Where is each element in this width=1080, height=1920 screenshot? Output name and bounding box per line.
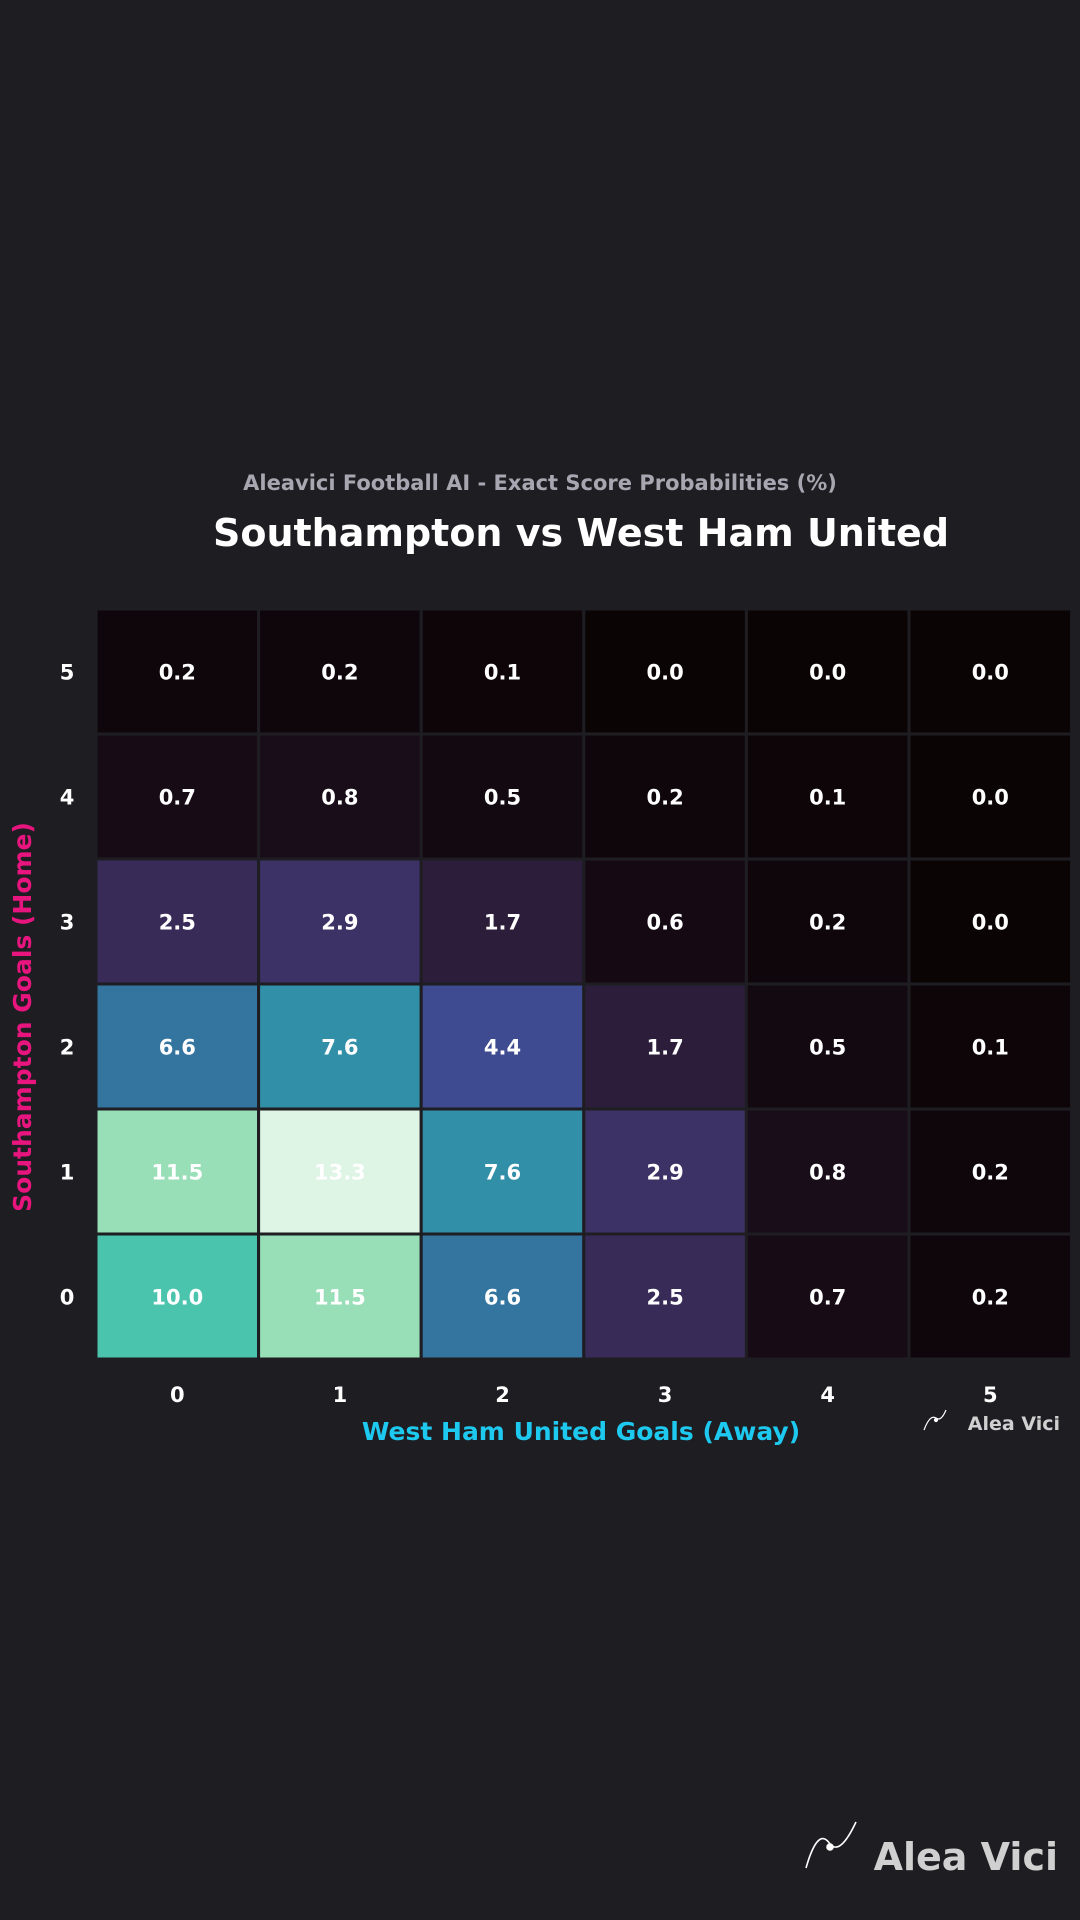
cell-value-label: 11.5 (151, 1161, 203, 1185)
cell-value-label: 0.5 (484, 786, 521, 810)
x-tick-label: 3 (658, 1383, 673, 1407)
heatmap-cells: 0.2 0.2 0.1 0.0 0.0 0.0 0.7 0.8 0.5 0.2 0.1 0.0 2.5 2… (94, 607, 1074, 1361)
heatmap-cell (744, 857, 911, 986)
cell-value-label: 0.0 (972, 911, 1009, 935)
heatmap-cell (582, 732, 748, 861)
x-tick-label: 4 (820, 1383, 835, 1407)
cell-value-label: 0.2 (972, 1161, 1009, 1185)
heatmap-cell (94, 982, 261, 1111)
heatmap-cell (907, 1232, 1074, 1361)
cell-value-label: 0.2 (321, 661, 358, 685)
heatmap-cell (257, 607, 423, 736)
y-tick-label: 4 (60, 786, 75, 810)
y-axis-label: Southampton Goals (Home) (8, 822, 37, 1212)
cell-value-label: 4.4 (484, 1036, 521, 1060)
cell-value-label: 0.6 (646, 911, 683, 935)
y-tick-label: 1 (60, 1161, 75, 1185)
heatmap-cell (744, 1232, 911, 1361)
cell-value-label: 0.2 (809, 911, 846, 935)
heatmap-cell (94, 857, 261, 986)
heatmap-cell (582, 857, 748, 986)
cell-value-label: 0.2 (159, 661, 196, 685)
heatmap-cell (419, 982, 586, 1111)
cell-value-label: 0.2 (646, 786, 683, 810)
chart-title: Southampton vs West Ham United (213, 511, 949, 555)
cell-value-label: 0.1 (809, 786, 846, 810)
heatmap-cell (907, 982, 1074, 1111)
cell-value-label: 2.5 (646, 1286, 683, 1310)
cell-value-label: 0.0 (809, 661, 846, 685)
cell-value-label: 1.7 (484, 911, 521, 935)
y-tick-label: 0 (60, 1286, 75, 1310)
watermark-small: Alea Vici (923, 1409, 1060, 1435)
heatmap-cell (419, 1232, 586, 1361)
cell-value-label: 0.2 (972, 1286, 1009, 1310)
heatmap-cell (907, 1107, 1074, 1236)
heatmap-cell (94, 1232, 261, 1361)
heatmap-cell (744, 982, 911, 1111)
cell-value-label: 11.5 (314, 1286, 366, 1310)
cell-value-label: 0.7 (159, 786, 196, 810)
heatmap-cell (257, 1107, 423, 1236)
heatmap-cell (744, 1107, 911, 1236)
cell-value-label: 0.0 (972, 786, 1009, 810)
watermark-large-logo-icon (805, 1821, 857, 1869)
cell-value-label: 0.7 (809, 1286, 846, 1310)
x-tick-label: 0 (170, 1383, 185, 1407)
cell-value-label: 7.6 (484, 1161, 521, 1185)
cell-value-label: 0.1 (972, 1036, 1009, 1060)
cell-value-label: 2.5 (159, 911, 196, 935)
y-tick-label: 3 (60, 911, 75, 935)
y-tick-label: 5 (60, 661, 75, 685)
watermark-small-text: Alea Vici (968, 1413, 1060, 1435)
cell-value-label: 0.0 (646, 661, 683, 685)
heatmap-cell (257, 732, 423, 861)
heatmap-cell (94, 1107, 261, 1236)
chart-subtitle: Aleavici Football AI - Exact Score Proba… (243, 471, 837, 495)
cell-value-label: 7.6 (321, 1036, 358, 1060)
heatmap-cell (257, 857, 423, 986)
heatmap-cell (94, 607, 261, 736)
watermark-small-logo-icon (923, 1409, 947, 1431)
x-tick-labels: 0 1 2 3 4 5 (170, 1383, 998, 1407)
heatmap-cell (582, 982, 748, 1111)
x-axis-label: West Ham United Goals (Away) (362, 1417, 800, 1446)
cell-value-label: 0.8 (809, 1161, 846, 1185)
cell-value-label: 13.3 (314, 1161, 366, 1185)
heatmap-cell (419, 857, 586, 986)
heatmap-cell (419, 732, 586, 861)
heatmap-cell (419, 607, 586, 736)
x-tick-label: 5 (983, 1383, 998, 1407)
heatmap-cell (907, 732, 1074, 861)
cell-value-label: 0.5 (809, 1036, 846, 1060)
cell-value-label: 2.9 (646, 1161, 683, 1185)
cell-value-label: 2.9 (321, 911, 358, 935)
cell-value-label: 0.1 (484, 661, 521, 685)
heatmap-cell (907, 857, 1074, 986)
cell-value-label: 1.7 (646, 1036, 683, 1060)
watermark-large: Alea Vici (805, 1821, 1058, 1879)
y-tick-label: 2 (60, 1036, 75, 1060)
cell-value-label: 6.6 (159, 1036, 196, 1060)
cell-value-label: 0.0 (972, 661, 1009, 685)
cell-value-label: 10.0 (151, 1286, 203, 1310)
y-tick-labels: 5 4 3 2 1 0 (60, 661, 75, 1310)
cell-value-label: 0.8 (321, 786, 358, 810)
cell-value-label: 6.6 (484, 1286, 521, 1310)
x-tick-label: 2 (495, 1383, 510, 1407)
x-tick-label: 1 (333, 1383, 348, 1407)
watermark-large-text: Alea Vici (874, 1835, 1058, 1879)
